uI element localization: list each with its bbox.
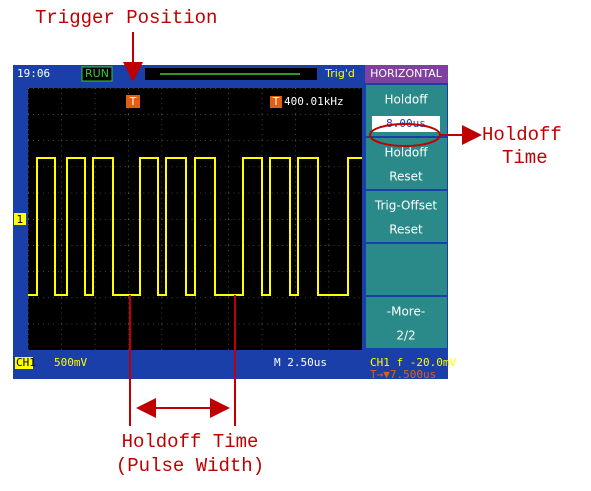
trigger-offset: T→▼7.500us [370, 368, 436, 381]
trigger-position-label: Trigger Position [35, 7, 217, 29]
menu-text: Holdoff [385, 146, 429, 160]
run-state: RUN [85, 67, 109, 80]
volts-div: 500mV [54, 356, 87, 369]
channel: CH1 [16, 356, 36, 369]
menu-text: Holdoff [385, 93, 429, 107]
frequency: 400.01kHz [284, 95, 344, 108]
menu-title: HORIZONTAL [370, 67, 443, 80]
page: 19:06 RUN Trig'd T 1 T 400.01kHz HORIZON… [0, 0, 591, 486]
clock: 19:06 [17, 67, 50, 80]
trigger-marker: T [129, 95, 137, 108]
trig-state: Trig'd [324, 67, 355, 80]
holdoff-label: Holdoff [482, 124, 562, 146]
menu-text: -More- [387, 305, 425, 319]
menu-text: Trig-Offset [374, 199, 437, 213]
menu-item[interactable] [366, 244, 447, 295]
ch1-marker: 1 [17, 213, 24, 226]
time-base: M 2.50us [274, 356, 327, 369]
pulse-width-label: Holdoff Time [122, 431, 259, 453]
holdoff-label: Time [502, 147, 548, 169]
frequency-icon: T [272, 95, 280, 108]
menu-text: Reset [389, 223, 423, 237]
menu-text: 2/2 [396, 329, 415, 343]
menu-text: Reset [389, 170, 423, 184]
pulse-width-label: (Pulse Width) [116, 455, 264, 477]
